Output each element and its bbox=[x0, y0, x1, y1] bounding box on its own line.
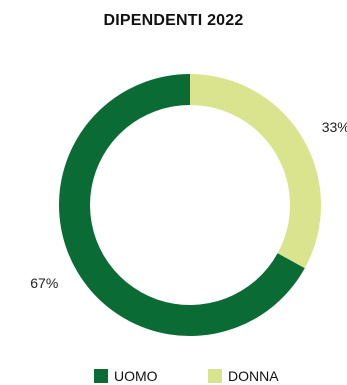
legend-swatch-uomo bbox=[94, 369, 108, 383]
legend: UOMO DONNA bbox=[0, 367, 347, 385]
slice-label-uomo: 67% bbox=[30, 275, 58, 291]
legend-label-donna: DONNA bbox=[228, 368, 279, 384]
donut-chart: 67% 33% bbox=[30, 73, 347, 336]
slice-label-donna: 33% bbox=[322, 119, 347, 135]
chart-title: DIPENDENTI 2022 bbox=[103, 12, 244, 29]
slice-donna bbox=[190, 74, 321, 269]
legend-label-uomo: UOMO bbox=[114, 368, 158, 384]
slice-labels-group: 67% 33% bbox=[30, 119, 347, 291]
legend-item-uomo: UOMO bbox=[94, 367, 158, 385]
legend-swatch-donna bbox=[208, 369, 222, 383]
slices-group bbox=[59, 73, 321, 336]
legend-item-donna: DONNA bbox=[208, 367, 279, 385]
